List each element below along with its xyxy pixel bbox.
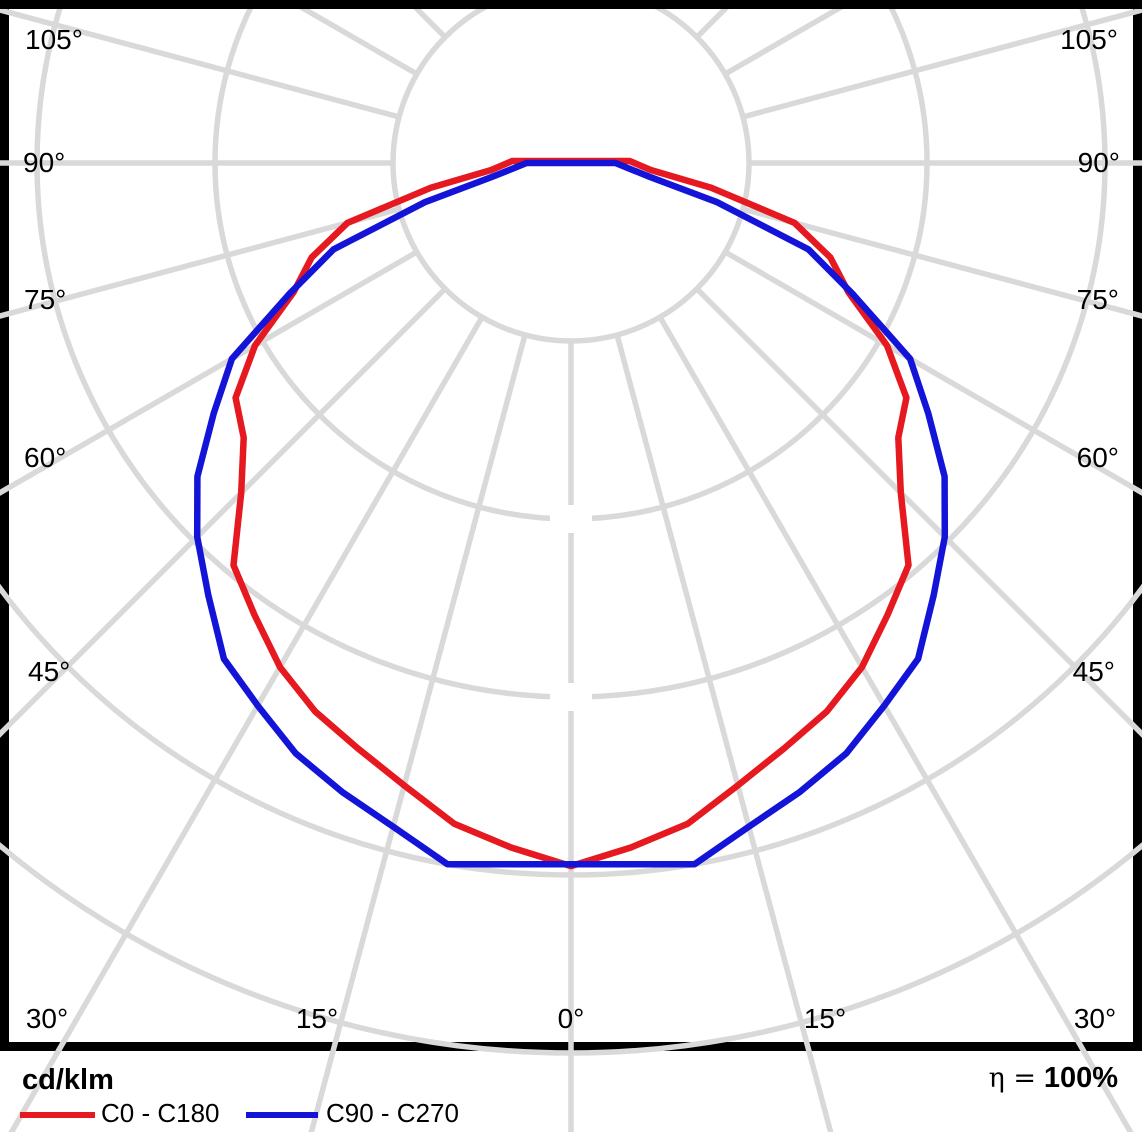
angle-ray [694,286,1142,738]
angle-label-bottom-30L: 30° [25,1003,69,1034]
intensity-ring [390,0,752,344]
angle-label-right-75: 75° [1076,284,1119,315]
light-output-ratio: η = 100% [989,1062,1118,1095]
angle-ray [0,249,419,496]
angle-ray [742,7,1142,120]
angle-ray [657,315,1134,1132]
angle-ray [8,315,485,1132]
radial-label-box [550,505,592,533]
radial-label-mask-boxes [550,505,592,711]
angle-label-bottom-15L: 15° [295,1003,339,1034]
intensity-ring [0,841,1142,1056]
eta-symbol: η = [988,1063,1037,1094]
intensity-ring [0,583,1142,878]
plot-border-top [0,0,1142,9]
angle-label-right-105: 105° [1060,24,1118,55]
angle-label-left-60: 60° [24,442,67,473]
angle-ray [723,249,1142,496]
angle-ray [0,7,400,120]
angle-label-bottom-30R: 30° [1073,1003,1117,1034]
angle-label-bottom-15R: 15° [803,1003,847,1034]
angle-label-right-45: 45° [1072,656,1115,687]
eta-value: 100% [1043,1062,1118,1094]
angle-label-right-60: 60° [1076,442,1119,473]
angle-label-right-90: 90° [1077,147,1120,178]
legend-swatch-c90-c270 [246,1112,318,1118]
unit-label: cd/klm [22,1064,114,1096]
angle-ray [0,286,448,738]
angle-ray [742,206,1142,319]
angle-label-left-105: 105° [25,24,83,55]
radial-label-box [550,683,592,711]
legend-swatch-c0-c180 [20,1112,95,1118]
angle-ray [614,334,834,1132]
angle-label-left-45: 45° [28,656,71,687]
legend-label-c90-c270: C90 - C270 [326,1098,459,1128]
angle-ray [308,334,528,1132]
angle-label-left-90: 90° [23,147,66,178]
angle-label-left-75: 75° [24,284,67,315]
angle-ray [0,206,400,319]
curve-c90-c270 [193,159,949,868]
angle-label-bottom-0: 0° [557,1003,585,1034]
legend-label-c0-c180: C0 - C180 [101,1098,220,1128]
